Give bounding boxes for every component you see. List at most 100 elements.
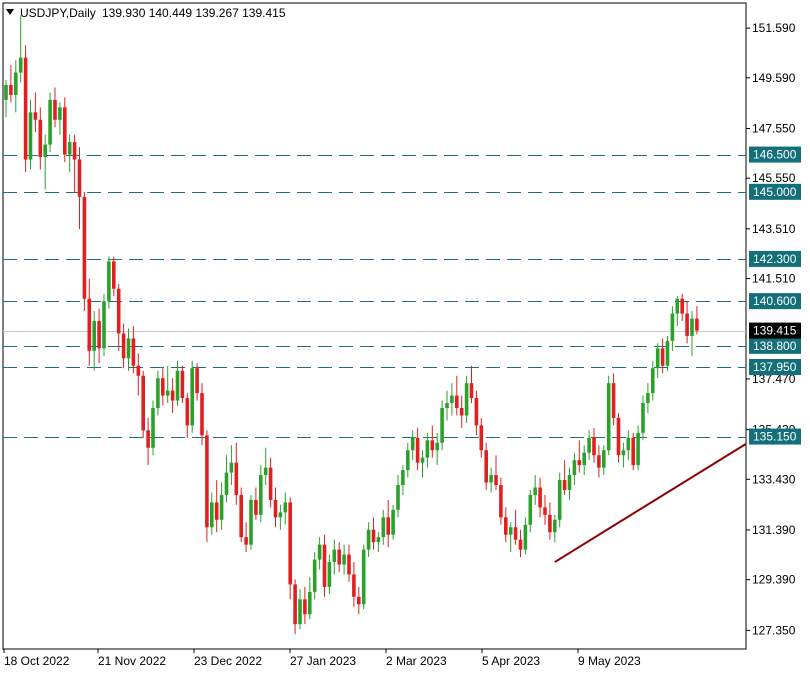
candle-body (425, 440, 430, 458)
candle (376, 532, 381, 553)
level-tag-bg (749, 358, 801, 375)
candle (92, 311, 96, 371)
candle (234, 442, 239, 505)
candle (175, 360, 180, 406)
candle (136, 353, 141, 396)
candle-body (670, 313, 675, 341)
candle (327, 554, 332, 595)
candle (322, 534, 327, 597)
triangle-down-icon[interactable] (6, 9, 14, 15)
candle-body (415, 437, 420, 463)
candle (170, 378, 175, 413)
candle-body (381, 517, 386, 538)
candle (347, 544, 351, 582)
y-tick-label: 133.430 (752, 472, 796, 486)
candle (631, 432, 635, 471)
level-tag-label: 146.500 (753, 148, 797, 162)
candle (415, 427, 420, 471)
candle-body (459, 407, 464, 416)
candle-body (557, 480, 562, 520)
candle (513, 509, 518, 545)
candle (518, 529, 523, 558)
candle (587, 430, 591, 461)
candle-body (587, 437, 591, 453)
candle (494, 455, 498, 490)
candle (72, 134, 77, 192)
candle-body (58, 107, 62, 120)
candle (200, 383, 204, 446)
candle-body (82, 196, 87, 299)
candle-body (180, 370, 185, 399)
candle (254, 487, 258, 520)
candle-body (366, 529, 371, 550)
candle-body (63, 107, 67, 155)
y-tick-label: 151.590 (752, 21, 796, 35)
candle-body (660, 348, 665, 366)
candle (567, 467, 572, 500)
candle (474, 390, 479, 436)
candle (190, 360, 194, 433)
candle-body (254, 499, 258, 515)
candle (67, 134, 72, 172)
trendline[interactable] (554, 442, 747, 563)
candle (43, 134, 47, 190)
candle-body (626, 437, 631, 451)
candle (597, 445, 601, 478)
candle (523, 517, 528, 555)
x-tick-label: 23 Dec 2022 (194, 654, 262, 668)
candle (53, 87, 57, 128)
candle-body (582, 452, 586, 466)
y-tick-label: 145.550 (752, 171, 796, 185)
candle-body (430, 440, 435, 451)
y-tick-label: 127.350 (752, 623, 796, 637)
candle-body (97, 321, 101, 349)
candle-body (479, 425, 484, 451)
candle-body (48, 99, 52, 145)
x-tick-label: 18 Oct 2022 (4, 654, 70, 668)
candle-body (464, 383, 469, 416)
candle-body (562, 480, 567, 490)
candle-body (352, 574, 356, 597)
level-tag-label: 135.150 (753, 430, 797, 444)
candle (298, 589, 302, 630)
candle (229, 445, 234, 486)
x-tick-label: 5 Apr 2023 (482, 654, 540, 668)
horizontal-levels (3, 155, 746, 438)
candle-body (332, 549, 337, 563)
symbol-label: USDJPY,Daily (20, 6, 96, 20)
candle (102, 293, 106, 356)
candle (366, 522, 371, 558)
candle-body (259, 475, 263, 515)
candle-body (244, 537, 248, 545)
candle (244, 522, 248, 553)
candle-body (195, 368, 199, 394)
candle (126, 328, 131, 371)
candle-body (214, 502, 219, 520)
candle (219, 482, 224, 530)
candle-body (538, 487, 542, 508)
candle (9, 65, 13, 103)
candle-body (548, 514, 552, 533)
candle-body (283, 502, 288, 513)
candle (636, 425, 640, 471)
candle (278, 504, 283, 530)
candle-body (322, 544, 327, 587)
candle-body (597, 455, 601, 468)
candle (263, 447, 268, 486)
candle (651, 360, 655, 401)
candle-body (646, 393, 650, 404)
candle (312, 552, 317, 600)
candle-body (655, 348, 660, 369)
candle-body (303, 599, 307, 615)
candle (680, 293, 684, 322)
candle (195, 363, 199, 401)
x-tick-label: 27 Jan 2023 (290, 654, 356, 668)
candle-body (675, 298, 680, 314)
candle (112, 256, 116, 297)
candle (508, 522, 513, 553)
candle (459, 395, 464, 428)
candle (33, 92, 38, 133)
candle-body (504, 517, 508, 535)
candle (63, 97, 67, 163)
